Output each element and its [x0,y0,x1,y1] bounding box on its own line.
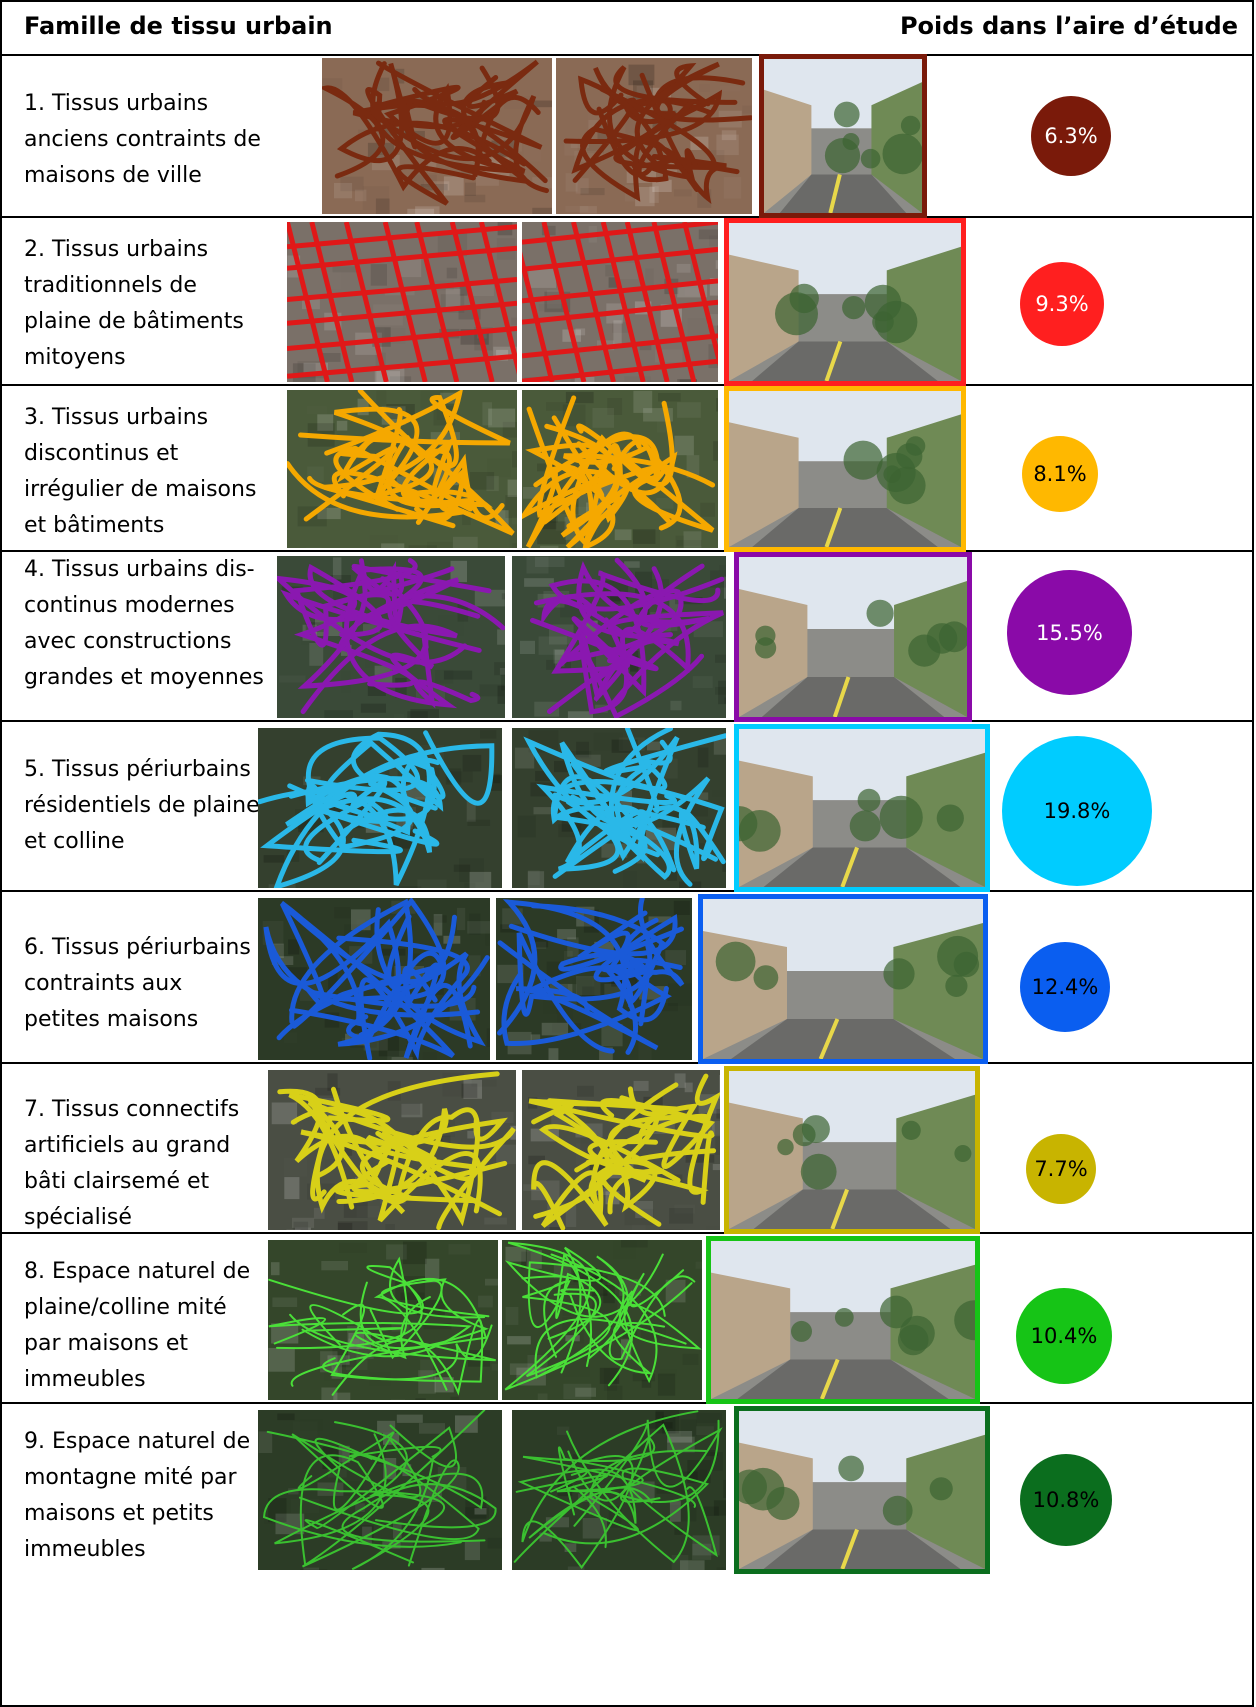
aerial-map-image [502,1240,702,1400]
fabric-label: 7. Tissus connectifs artificiels au gran… [24,1097,240,1230]
aerial-map-image [512,728,726,888]
weight-circle: 10.8% [1020,1454,1112,1546]
weight-circle: 8.1% [1022,436,1098,512]
weight-circle: 10.4% [1016,1288,1112,1384]
aerial-map-image [512,1410,726,1570]
aerial-map-image [522,222,718,382]
weight-circle: 9.3% [1020,262,1104,346]
fabric-label: 5. Tissus périurbains résidentiels de pl… [24,757,260,854]
street-photo [724,386,966,552]
weight-circle: 12.4% [1020,942,1110,1032]
aerial-map-image [287,390,517,548]
header-family: Famille de tissu urbain [24,12,333,40]
street-photo [734,724,990,892]
table-row: 4. Tissus urbains dis-continus modernes … [2,552,1252,722]
aerial-map-image [268,1070,516,1230]
street-photo [724,218,966,386]
weight-circle: 15.5% [1007,570,1132,695]
fabric-label: 2. Tissus urbains traditionnels de plain… [24,237,244,370]
aerial-map-image [277,556,505,718]
aerial-map-image [268,1240,498,1400]
street-photo [724,1066,980,1234]
aerial-map-image [496,898,692,1060]
aerial-map-image [512,556,726,718]
header-weight: Poids dans l’aire d’étude [899,12,1238,40]
fabric-label: 4. Tissus urbains dis-continus modernes … [24,557,264,690]
table-row: 7. Tissus connectifs artificiels au gran… [2,1064,1252,1234]
street-photo [734,552,972,722]
weight-circle: 7.7% [1026,1134,1096,1204]
fabric-label: 9. Espace naturel de montagne mité par m… [24,1429,251,1562]
street-photo [706,1236,980,1404]
table-row: 2. Tissus urbains traditionnels de plain… [2,218,1252,386]
aerial-map-image [258,728,502,888]
aerial-map-image [258,898,490,1060]
aerial-map-image [287,222,517,382]
table-row: 5. Tissus périurbains résidentiels de pl… [2,722,1252,892]
street-photo [698,894,988,1064]
table-row: 1. Tissus urbains anciens contraints de … [2,54,1252,218]
aerial-map-image [258,1410,502,1570]
aerial-map-image [522,390,718,548]
aerial-map-image [522,1070,720,1230]
fabric-label: 1. Tissus urbains anciens contraints de … [24,91,261,188]
street-photo [759,54,927,218]
weight-circle: 6.3% [1031,96,1111,176]
weight-circle: 19.8% [1002,736,1152,886]
aerial-map-image [556,58,752,214]
table-row: 8. Espace naturel de plaine/colline mité… [2,1234,1252,1404]
table-header: Famille de tissu urbain Poids dans l’air… [2,2,1252,56]
table-row: 6. Tissus périurbains contraints aux pet… [2,892,1252,1064]
fabric-label: 8. Espace naturel de plaine/colline mité… [24,1259,251,1392]
aerial-map-image [322,58,552,214]
table-row: 9. Espace naturel de montagne mité par m… [2,1404,1252,1704]
fabric-label: 3. Tissus urbains discontinus et irrégul… [24,405,257,538]
fabric-label: 6. Tissus périurbains contraints aux pet… [24,935,251,1032]
street-photo [734,1406,990,1574]
table-row: 3. Tissus urbains discontinus et irrégul… [2,386,1252,552]
